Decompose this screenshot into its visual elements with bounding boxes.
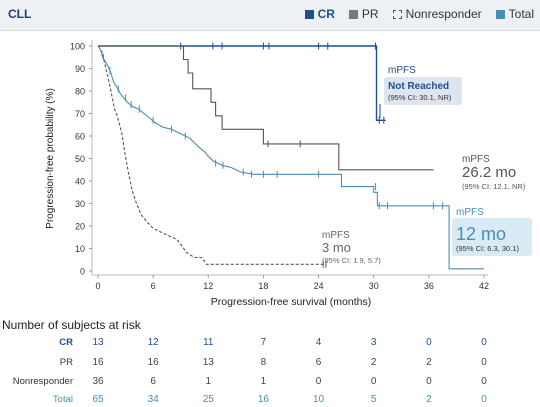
legend-label: PR xyxy=(361,7,379,21)
risk-cell: 11 xyxy=(203,337,214,348)
series-line-cr xyxy=(98,45,386,121)
y-tick-label: 0 xyxy=(80,267,85,277)
x-tick-label: 18 xyxy=(258,281,268,291)
series-line-pr xyxy=(98,45,434,171)
legend-label: CR xyxy=(317,7,335,21)
series-line-total xyxy=(97,45,484,270)
legend-swatch xyxy=(392,9,402,19)
risk-cell: 10 xyxy=(313,394,325,405)
legend-swatch xyxy=(348,9,358,19)
risk-row-label-cr: CR xyxy=(59,337,73,348)
nr-mpfs-value: 3 mo xyxy=(322,240,351,255)
risk-cell: 0 xyxy=(426,376,432,387)
risk-cell: 2 xyxy=(426,394,432,405)
risk-cell: 6 xyxy=(316,357,322,368)
total-mpfs-value: 12 mo xyxy=(456,224,506,244)
total-mpfs-ci: (95% CI: 6.3, 30.1) xyxy=(456,244,519,253)
legend-item-total: Total xyxy=(495,7,534,21)
disease-tag: CLL xyxy=(8,7,32,21)
risk-cell: 3 xyxy=(371,337,377,348)
total-callout-box xyxy=(452,218,532,256)
legend-item-cr: CR xyxy=(304,7,335,21)
risk-cell: 65 xyxy=(92,394,104,405)
series-line-nonresponder xyxy=(97,45,326,265)
y-axis-title: Progression-free probability (%) xyxy=(45,88,56,229)
risk-cell: 1 xyxy=(261,376,267,387)
risk-cell: 7 xyxy=(261,337,267,348)
pr-mpfs-title: mPFS xyxy=(462,154,490,165)
y-tick-label: 30 xyxy=(75,199,85,209)
x-tick-label: 12 xyxy=(203,281,213,291)
x-tick-label: 24 xyxy=(314,281,324,291)
x-tick-label: 30 xyxy=(369,281,379,291)
risk-cell: 16 xyxy=(258,394,270,405)
risk-cell: 0 xyxy=(481,394,487,405)
risk-row-label-nonresponder: Nonresponder xyxy=(13,376,73,387)
risk-cell: 0 xyxy=(316,376,322,387)
cr-mpfs-value: Not Reached xyxy=(388,81,449,92)
y-tick-label: 50 xyxy=(75,154,85,164)
legend-swatch xyxy=(304,9,314,19)
x-tick-label: 36 xyxy=(424,281,434,291)
legend-label: Nonresponder xyxy=(405,7,482,21)
risk-cell: 4 xyxy=(316,337,322,348)
legend-item-nonresponder: Nonresponder xyxy=(392,7,482,21)
x-tick-label: 42 xyxy=(479,281,489,291)
nr-mpfs-title: mPFS xyxy=(322,230,350,241)
y-tick-label: 20 xyxy=(75,222,85,232)
legend: CR PR Nonresponder Total xyxy=(304,7,534,21)
legend-swatch xyxy=(495,9,505,19)
pr-mpfs-value: 26.2 mo xyxy=(462,164,516,181)
risk-cell: 34 xyxy=(148,394,160,405)
y-tick-label: 60 xyxy=(75,132,85,142)
risk-cell: 1 xyxy=(206,376,212,387)
x-tick-label: 6 xyxy=(151,281,156,291)
x-tick-label: 0 xyxy=(95,281,100,291)
y-tick-label: 100 xyxy=(70,42,85,52)
cr-mpfs-title: mPFS xyxy=(388,65,416,76)
risk-cell: 6 xyxy=(150,376,156,387)
risk-cell: 12 xyxy=(148,337,160,348)
risk-cell: 5 xyxy=(371,394,377,405)
nr-mpfs-ci: (95% CI: 1.9, 5.7) xyxy=(322,256,381,265)
legend-label: Total xyxy=(508,7,534,21)
legend-item-pr: PR xyxy=(348,7,379,21)
risk-cell: 16 xyxy=(148,357,160,368)
risk-cell: 36 xyxy=(92,376,104,387)
cr-callout-box xyxy=(384,77,462,105)
risk-cell: 0 xyxy=(371,376,377,387)
risk-cell: 2 xyxy=(371,357,377,368)
risk-cell: 13 xyxy=(92,337,104,348)
risk-row-label-pr: PR xyxy=(60,357,73,368)
risk-cell: 8 xyxy=(261,357,267,368)
risk-cell: 0 xyxy=(426,337,432,348)
risk-cell: 13 xyxy=(203,357,215,368)
total-mpfs-title: mPFS xyxy=(456,207,484,218)
cr-mpfs-ci: (95% CI: 30.1, NR) xyxy=(388,93,452,102)
y-tick-label: 80 xyxy=(75,87,85,97)
risk-cell: 0 xyxy=(481,357,487,368)
risk-cell: 2 xyxy=(426,357,432,368)
risk-cell: 16 xyxy=(92,357,104,368)
y-tick-label: 10 xyxy=(75,244,85,254)
y-tick-label: 40 xyxy=(75,177,85,187)
risk-cell: 0 xyxy=(481,337,487,348)
risk-row-label-total: Total xyxy=(53,394,73,405)
header-bar: CLL CR PR Nonresponder Total xyxy=(0,0,540,31)
risk-cell: 0 xyxy=(481,376,487,387)
x-axis-title: Progression-free survival (months) xyxy=(211,296,371,308)
y-tick-label: 90 xyxy=(75,64,85,74)
pr-mpfs-ci: (95% CI: 12.1, NR) xyxy=(462,182,526,191)
y-tick-label: 70 xyxy=(75,109,85,119)
risk-table-title: Number of subjects at risk xyxy=(2,318,141,332)
risk-cell: 25 xyxy=(203,394,215,405)
